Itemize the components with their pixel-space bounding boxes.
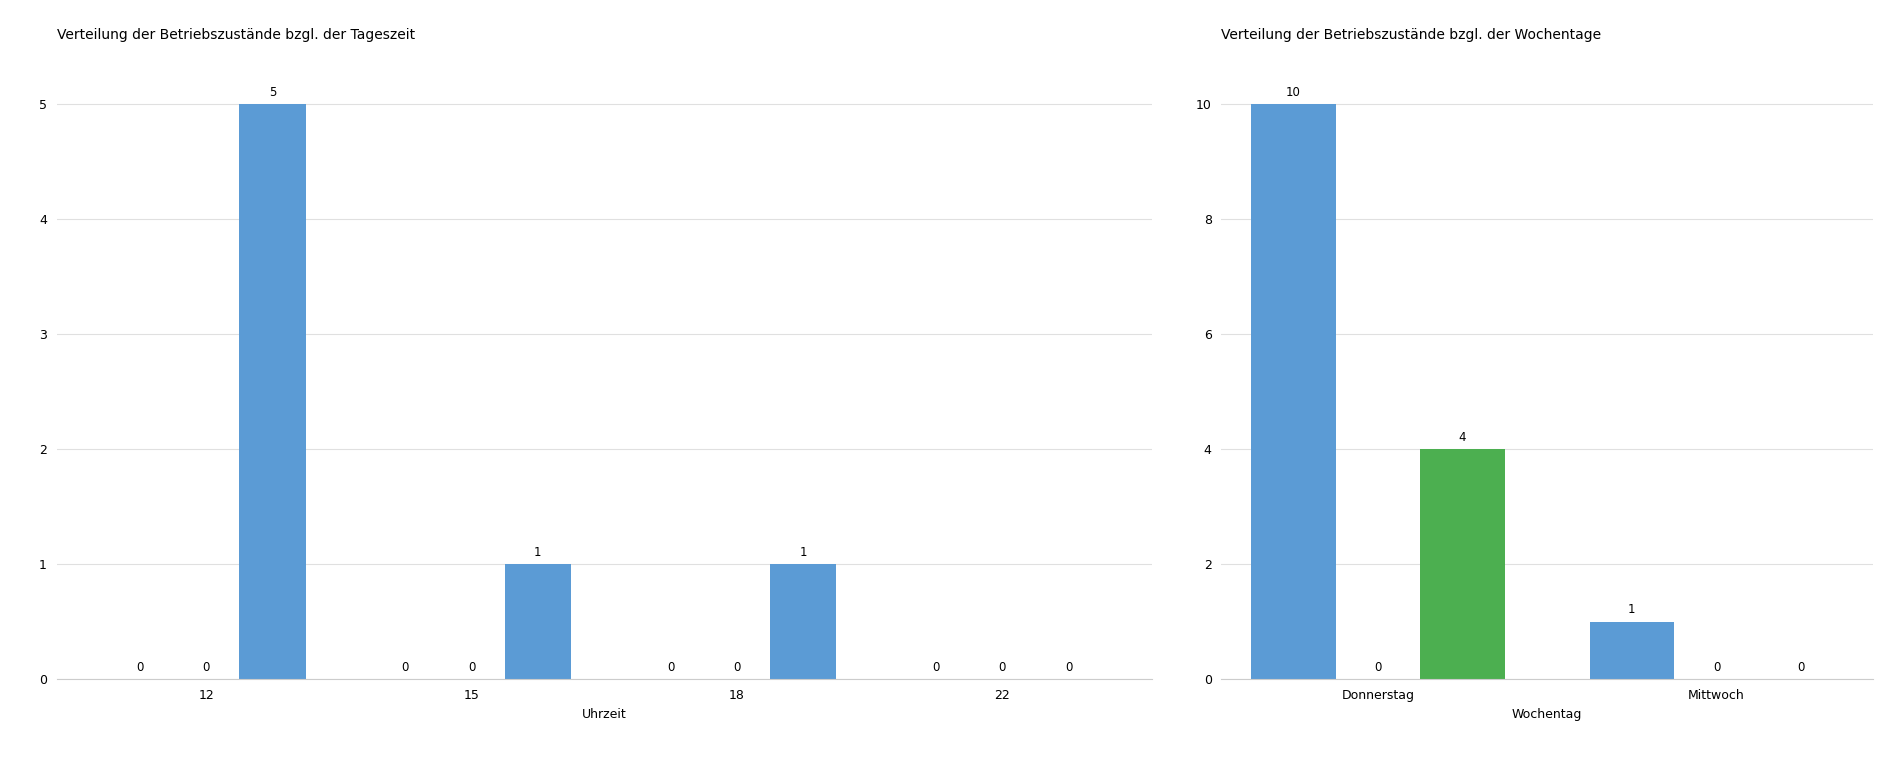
Text: 4: 4 bbox=[1459, 430, 1466, 444]
Text: 0: 0 bbox=[202, 661, 210, 674]
Bar bbox=[505, 565, 571, 679]
Legend: Plugged, Inoperative, Unknown, Operative: Plugged, Inoperative, Unknown, Operative bbox=[1228, 778, 1620, 781]
Bar bbox=[1589, 622, 1674, 679]
Text: 0: 0 bbox=[401, 661, 409, 674]
Text: 0: 0 bbox=[1797, 661, 1805, 674]
Text: 1: 1 bbox=[534, 546, 541, 558]
Text: 0: 0 bbox=[1712, 661, 1720, 674]
Text: 0: 0 bbox=[1065, 661, 1073, 674]
Text: 0: 0 bbox=[1374, 661, 1381, 674]
Text: 1: 1 bbox=[800, 546, 808, 558]
Text: 0: 0 bbox=[933, 661, 940, 674]
Bar bbox=[1421, 449, 1504, 679]
Text: Verteilung der Betriebszustände bzgl. der Tageszeit: Verteilung der Betriebszustände bzgl. de… bbox=[57, 27, 414, 41]
Legend: Operative, Inoperative, Unknown, Plugged: Operative, Inoperative, Unknown, Plugged bbox=[62, 778, 454, 781]
Text: Verteilung der Betriebszustände bzgl. der Wochentage: Verteilung der Betriebszustände bzgl. de… bbox=[1222, 27, 1601, 41]
Text: 0: 0 bbox=[999, 661, 1007, 674]
Text: 1: 1 bbox=[1629, 603, 1635, 616]
Bar bbox=[238, 105, 307, 679]
Text: 0: 0 bbox=[467, 661, 475, 674]
X-axis label: Uhrzeit: Uhrzeit bbox=[581, 708, 626, 721]
Text: 10: 10 bbox=[1287, 86, 1302, 98]
Bar bbox=[770, 565, 836, 679]
Text: 5: 5 bbox=[269, 86, 276, 98]
X-axis label: Wochentag: Wochentag bbox=[1512, 708, 1582, 721]
Text: 0: 0 bbox=[666, 661, 674, 674]
Bar bbox=[1251, 105, 1336, 679]
Text: 0: 0 bbox=[136, 661, 144, 674]
Text: 0: 0 bbox=[734, 661, 740, 674]
